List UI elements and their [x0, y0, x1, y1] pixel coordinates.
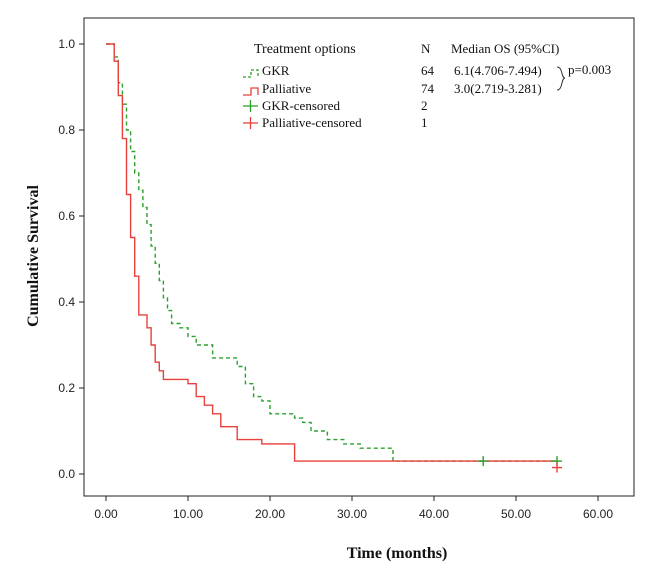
series-group — [106, 43, 557, 462]
y-tick-label: 0.4 — [58, 295, 75, 309]
x-tick-label: 30.00 — [337, 507, 367, 521]
series-line-palliative — [106, 43, 557, 462]
y-axis: 0.0 0.2 0.4 0.6 0.8 1.0 — [58, 37, 84, 481]
legend-title: Treatment options — [254, 42, 356, 57]
legend-median-palliative: 3.0(2.719-3.281) — [454, 81, 542, 96]
y-tick-label: 0.0 — [58, 467, 75, 481]
legend-n-gkr-censored: 2 — [421, 98, 428, 113]
legend-label-gkr-censored: GKR-censored — [262, 98, 340, 113]
series-line-gkr — [106, 43, 557, 462]
x-axis: 0.00 10.00 20.00 30.00 40.00 50.00 60.00 — [94, 496, 613, 521]
legend-n-palliative-censored: 1 — [421, 115, 428, 130]
legend-swatch-gkr — [243, 69, 259, 78]
censor-mark-palliative — [552, 462, 562, 473]
legend-label-palliative: Palliative — [262, 81, 311, 96]
legend-swatch-palliative — [243, 87, 259, 96]
y-tick-label: 1.0 — [58, 37, 75, 51]
legend-label-palliative-censored: Palliative-censored — [262, 115, 362, 130]
legend-pvalue: p=0.003 — [568, 62, 611, 77]
y-tick-label: 0.2 — [58, 381, 75, 395]
censor-group — [478, 456, 562, 473]
x-tick-label: 0.00 — [94, 507, 118, 521]
legend-n-palliative: 74 — [421, 81, 435, 96]
legend-median-gkr: 6.1(4.706-7.494) — [454, 63, 542, 78]
legend-n-gkr: 64 — [421, 63, 435, 78]
x-tick-label: 60.00 — [583, 507, 613, 521]
y-axis-label: Cumulative Survival — [25, 185, 42, 327]
x-axis-label: Time (months) — [347, 545, 448, 562]
x-tick-label: 20.00 — [255, 507, 285, 521]
pvalue-bracket — [556, 66, 566, 91]
y-tick-label: 0.8 — [58, 123, 75, 137]
x-tick-label: 50.00 — [501, 507, 531, 521]
plot-frame — [83, 17, 635, 497]
legend: Treatment options N Median OS (95%CI) GK… — [243, 41, 611, 130]
y-tick-label: 0.6 — [58, 209, 75, 223]
censor-mark-gkr — [478, 456, 489, 467]
x-tick-label: 10.00 — [173, 507, 203, 521]
legend-col-median: Median OS (95%CI) — [451, 41, 559, 56]
legend-col-n: N — [421, 41, 431, 56]
x-tick-label: 40.00 — [419, 507, 449, 521]
legend-label-gkr: GKR — [262, 63, 290, 78]
